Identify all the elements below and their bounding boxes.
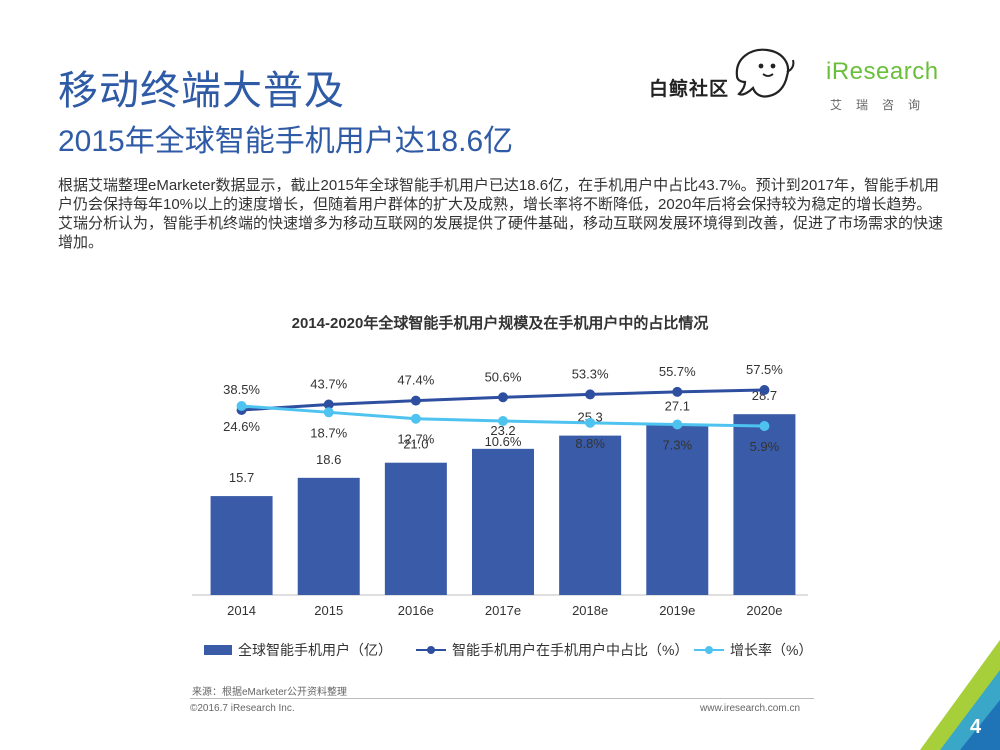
growth-point xyxy=(759,421,770,431)
chart-title: 2014-2020年全球智能手机用户规模及在手机用户中的占比情况 xyxy=(291,315,709,332)
iresearch-logo-text: iResearch xyxy=(826,58,939,85)
bar xyxy=(210,496,273,595)
growth-data-label: 5.9% xyxy=(750,439,780,454)
growth-data-label: 8.8% xyxy=(575,436,605,451)
share-data-label: 53.3% xyxy=(572,366,609,381)
growth-data-label: 12.7% xyxy=(397,432,434,447)
body-paragraph: 艾瑞分析认为，智能手机终端的快速增多为移动互联网的发展提供了硬件基础，移动互联网… xyxy=(58,215,944,251)
legend-item-users: 全球智能手机用户（亿） xyxy=(204,640,392,660)
share-data-label: 55.7% xyxy=(659,364,696,379)
bar-data-label: 25.3 xyxy=(577,410,602,425)
chart-legend: 全球智能手机用户（亿） 智能手机用户在手机用户中占比（%） 增长率（%） xyxy=(198,640,818,660)
bar-data-label: 21.0 xyxy=(403,437,428,452)
growth-data-label: 24.6% xyxy=(223,419,260,434)
share-point xyxy=(759,385,770,395)
share-data-label: 57.5% xyxy=(746,362,783,377)
x-tick-label: 2018e xyxy=(572,603,608,618)
x-tick-label: 2015 xyxy=(314,603,343,618)
bar-data-label: 28.7 xyxy=(752,388,777,403)
legend-swatch-growth xyxy=(694,645,724,655)
body-text: 根据艾瑞整理eMarketer数据显示，截止2015年全球智能手机用户已达18.… xyxy=(58,176,948,252)
growth-point xyxy=(236,401,247,411)
slide-subtitle: 2015年全球智能手机用户达18.6亿 xyxy=(58,125,514,158)
share-data-label: 38.5% xyxy=(223,382,260,397)
x-tick-label: 2016e xyxy=(398,603,434,618)
growth-point xyxy=(672,419,683,430)
legend-swatch-share xyxy=(416,645,446,655)
legend-label-share: 智能手机用户在手机用户中占比（%） xyxy=(452,642,689,658)
share-point xyxy=(498,392,508,403)
bar-data-label: 18.6 xyxy=(316,452,341,467)
legend-item-growth: 增长率（%） xyxy=(694,640,812,660)
source-note: 来源：根据eMarketer公开资料整理 xyxy=(192,687,348,698)
bar xyxy=(646,424,709,595)
growth-data-label: 18.7% xyxy=(310,425,347,440)
baijing-logo-text: 白鲸社区 xyxy=(649,79,730,100)
bar-data-label: 15.7 xyxy=(229,470,254,485)
footer-divider xyxy=(190,698,814,699)
legend-item-share: 智能手机用户在手机用户中占比（%） xyxy=(416,640,688,660)
baijing-logo: 白鲸社区 xyxy=(647,42,797,112)
whale-icon xyxy=(735,48,795,98)
page-number: 4 xyxy=(970,716,982,738)
growth-point xyxy=(498,415,508,426)
bar xyxy=(297,477,360,595)
body-paragraph: 根据艾瑞整理eMarketer数据显示，截止2015年全球智能手机用户已达18.… xyxy=(58,177,939,213)
growth-point xyxy=(323,407,334,418)
share-point xyxy=(410,395,421,406)
iresearch-logo: iResearch 艾瑞咨询 xyxy=(826,58,956,118)
legend-swatch-users xyxy=(204,645,232,655)
share-point xyxy=(585,389,596,400)
slide-title: 移动终端大普及 xyxy=(58,69,345,113)
share-point xyxy=(323,399,334,410)
share-data-label: 47.4% xyxy=(397,373,434,388)
growth-data-label: 10.6% xyxy=(485,434,522,449)
bar-data-label: 27.1 xyxy=(665,398,690,413)
bar xyxy=(472,448,534,595)
growth-data-label: 7.3% xyxy=(662,438,692,453)
bar xyxy=(733,414,796,595)
x-tick-label: 2017e xyxy=(485,603,521,618)
copyright: ©2016.7 iResearch Inc. xyxy=(190,703,295,714)
website-link[interactable]: www.iresearch.com.cn xyxy=(700,703,801,714)
chart: 2014-2020年全球智能手机用户规模及在手机用户中的占比情况 15.7 201… xyxy=(180,300,820,670)
share-data-label: 50.6% xyxy=(485,369,522,384)
growth-point xyxy=(585,417,596,428)
bar-data-label: 23.2 xyxy=(490,423,515,438)
share-point xyxy=(672,386,683,397)
x-tick-label: 2014 xyxy=(227,603,256,618)
bar xyxy=(384,462,447,595)
growth-point xyxy=(410,413,421,424)
legend-label-growth: 增长率（%） xyxy=(730,642,813,658)
x-tick-label: 2020e xyxy=(746,603,782,618)
iresearch-logo-subtext: 艾瑞咨询 xyxy=(830,98,935,112)
x-tick-label: 2019e xyxy=(659,603,695,618)
share-data-label: 43.7% xyxy=(310,377,347,392)
legend-label-users: 全球智能手机用户（亿） xyxy=(238,642,392,658)
chart-plot: 15.7 2014 18.6 2015 21.0 2016e 23.2 2017e 25.3 20… xyxy=(192,362,808,618)
corner-decoration xyxy=(920,640,1000,750)
bar xyxy=(559,435,622,595)
